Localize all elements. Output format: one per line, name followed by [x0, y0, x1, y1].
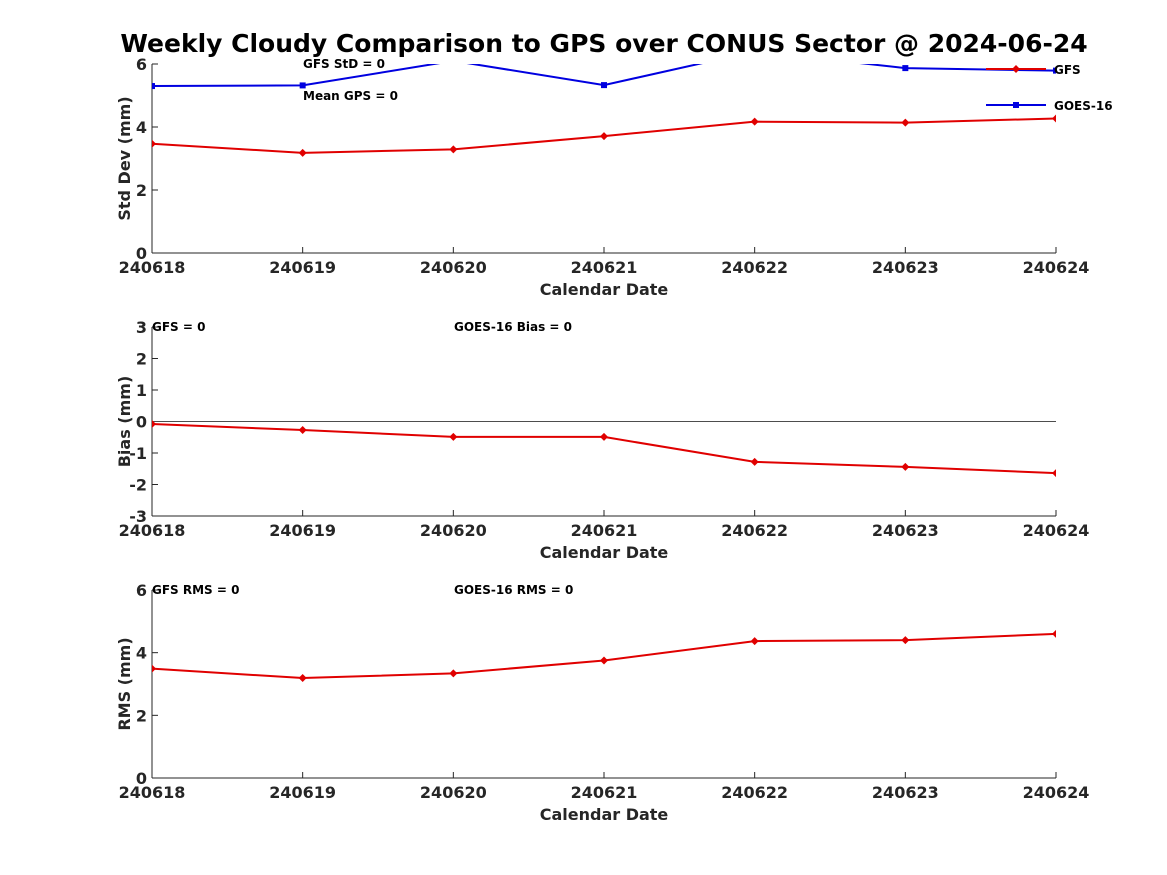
- x-tick-label: 240620: [420, 521, 487, 540]
- x-tick-label: 240618: [119, 783, 186, 802]
- panels: 240618 240619 240620 240621 240622 240623 2406…: [115, 55, 1113, 824]
- y-tick-label: 2: [136, 350, 147, 369]
- y-tick-label: 3: [136, 318, 147, 337]
- x-tick-label: 240619: [269, 521, 336, 540]
- annotation: GOES-16 Bias = 0: [454, 320, 572, 334]
- data-point-goes-16: [902, 65, 909, 72]
- data-point-gfs: [449, 432, 458, 441]
- annotation: GOES-16 RMS = 0: [454, 583, 573, 597]
- panel-std: 240618 240619 240620 240621 240622 240623 2406…: [115, 55, 1113, 299]
- data-point-gfs: [1052, 469, 1056, 478]
- data-point-gfs: [600, 132, 608, 141]
- data-point-gfs: [600, 656, 608, 665]
- annotation: GFS StD = 0: [303, 57, 385, 71]
- x-axis-label: Calendar Date: [540, 280, 669, 299]
- x-tick-label: 240621: [571, 521, 638, 540]
- y-tick-label: -2: [129, 476, 147, 495]
- data-point-gfs: [449, 145, 458, 154]
- x-tick-label: 240624: [1023, 258, 1090, 277]
- plot-area: [152, 420, 1056, 478]
- y-tick-label: 1: [136, 381, 147, 400]
- x-tick-label: 240622: [721, 783, 788, 802]
- data-point-gfs: [1052, 629, 1056, 638]
- y-tick-label: 2: [136, 181, 147, 200]
- x-tick-label: 240624: [1023, 521, 1090, 540]
- x-axis-label: Calendar Date: [540, 543, 669, 562]
- x-tick-label: 240624: [1023, 783, 1090, 802]
- legend: GFS GOES-16: [986, 63, 1113, 113]
- y-tick-label: 6: [136, 581, 147, 600]
- y-tick-label: 2: [136, 706, 147, 725]
- data-point-gfs: [152, 420, 156, 429]
- y-axis-label: Bias (mm): [115, 376, 134, 468]
- data-point-gfs: [152, 139, 156, 148]
- x-tick-label: 240619: [269, 783, 336, 802]
- x-tick-label: 240620: [420, 783, 487, 802]
- legend-entry: GFS: [1054, 63, 1081, 77]
- y-axis-label: RMS (mm): [115, 637, 134, 730]
- x-tick-label: 240620: [420, 258, 487, 277]
- annotation: GFS = 0: [152, 320, 205, 334]
- data-point-goes-16: [299, 82, 306, 89]
- legend-marker: [1012, 65, 1020, 73]
- y-tick-label: 0: [136, 244, 147, 263]
- data-point-gfs: [298, 148, 307, 157]
- data-point-gfs: [750, 457, 759, 466]
- x-tick-label: 240619: [269, 258, 336, 277]
- x-tick-label: 240622: [721, 521, 788, 540]
- x-axis-label: Calendar Date: [540, 805, 669, 824]
- y-tick-label: -3: [129, 507, 147, 526]
- plot-area: [152, 64, 1056, 157]
- data-point-goes-16: [1053, 67, 1056, 74]
- x-tick-label: 240621: [571, 258, 638, 277]
- data-point-gfs: [750, 637, 759, 646]
- data-point-gfs: [298, 426, 307, 435]
- figure-title: Weekly Cloudy Comparison to GPS over CON…: [120, 29, 1087, 58]
- x-tick-label: 240623: [872, 521, 939, 540]
- data-point-gfs: [449, 669, 458, 678]
- data-point-gfs: [152, 664, 156, 673]
- legend-entry: GOES-16: [1054, 99, 1113, 113]
- data-point-goes-16: [601, 82, 607, 89]
- data-point-gfs: [1052, 114, 1056, 123]
- data-point-gfs: [298, 674, 307, 683]
- y-tick-label: 0: [136, 769, 147, 788]
- annotation: Mean GPS = 0: [303, 89, 398, 103]
- data-point-gfs: [901, 636, 910, 645]
- x-tick-label: 240622: [721, 258, 788, 277]
- x-tick-label: 240621: [571, 783, 638, 802]
- y-tick-label: 6: [136, 55, 147, 74]
- data-point-gfs: [901, 118, 910, 127]
- panel-rms: 240618 240619 240620 240621 240622 240623 2406…: [115, 581, 1089, 824]
- annotation: GFS RMS = 0: [152, 583, 239, 597]
- x-tick-label: 240618: [119, 258, 186, 277]
- y-tick-label: 4: [136, 118, 147, 137]
- y-tick-label: 4: [136, 644, 147, 663]
- legend-marker: [1013, 102, 1019, 108]
- y-axis-label: Std Dev (mm): [115, 96, 134, 220]
- x-tick-label: 240623: [872, 258, 939, 277]
- y-tick-label: -1: [129, 444, 147, 463]
- x-tick-label: 240623: [872, 783, 939, 802]
- plot-area: [152, 629, 1056, 683]
- x-tick-label: 240618: [119, 521, 186, 540]
- data-point-gfs: [750, 117, 759, 126]
- data-point-goes-16: [152, 83, 155, 90]
- data-point-gfs: [901, 462, 910, 471]
- panel-bias: 240618 240619 240620 240621 240622 240623 2406…: [115, 318, 1089, 562]
- data-point-gfs: [600, 432, 608, 441]
- y-tick-label: 0: [136, 413, 147, 432]
